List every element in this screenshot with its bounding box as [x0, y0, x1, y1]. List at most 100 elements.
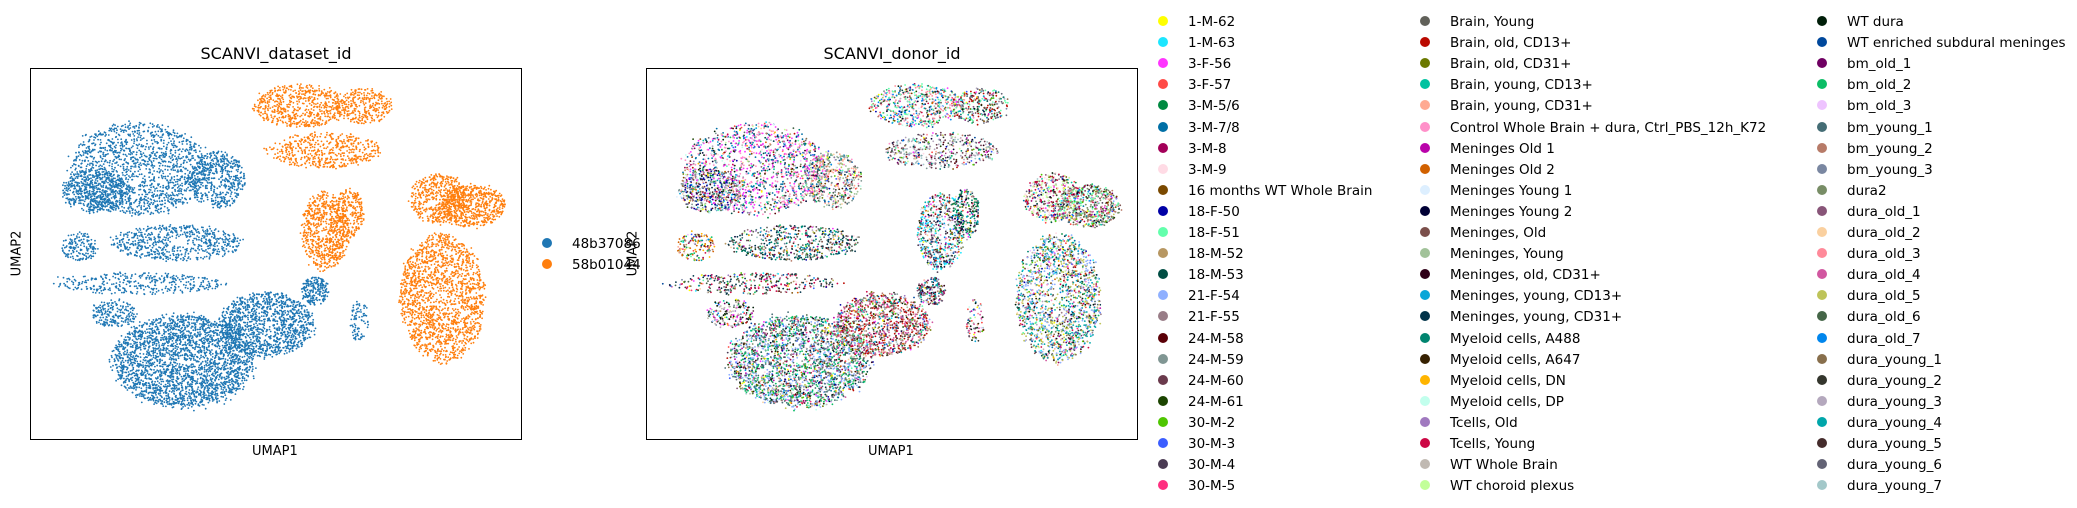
scatter-point	[177, 346, 180, 348]
scatter-point	[136, 291, 139, 293]
scatter-point	[142, 152, 145, 154]
scatter-point	[207, 174, 209, 176]
scatter-point	[120, 249, 122, 252]
scatter-point	[121, 183, 124, 186]
scatter-point	[160, 147, 163, 150]
scatter-point	[168, 229, 171, 231]
scatter-point	[155, 287, 158, 290]
scatter-point	[212, 206, 215, 209]
scatter-point	[192, 347, 195, 349]
scatter-point	[120, 231, 122, 234]
scatter-point	[219, 170, 222, 173]
scatter-point	[112, 239, 115, 241]
scatter-point	[158, 200, 161, 203]
scatter-point	[135, 389, 137, 391]
scatter-point	[182, 246, 185, 249]
scatter-point	[108, 176, 110, 179]
scatter-point	[180, 253, 183, 256]
scatter-point	[213, 185, 215, 187]
scatter-point	[121, 171, 124, 174]
scatter-point	[224, 185, 227, 188]
scatter-point	[140, 231, 142, 234]
scatter-point	[108, 179, 111, 181]
scatter-point	[228, 234, 231, 237]
scatter-point	[141, 241, 143, 243]
scatter-point	[122, 167, 125, 170]
scatter-point	[228, 175, 231, 178]
scatter-point	[168, 201, 171, 204]
scatter-point	[159, 170, 161, 173]
scatter-point	[102, 184, 105, 187]
scatter-point	[227, 367, 229, 370]
scatter-point	[117, 378, 119, 381]
scatter-point	[157, 341, 160, 344]
scatter-point	[153, 170, 155, 172]
scatter-point	[123, 287, 126, 290]
scatter-point	[77, 164, 80, 167]
scatter-point	[243, 377, 246, 380]
scatter-point	[70, 234, 73, 237]
scatter-point	[177, 185, 180, 188]
scatter-point	[111, 170, 114, 173]
scatter-point	[173, 288, 176, 291]
scatter-point	[200, 281, 203, 284]
scatter-point	[61, 247, 64, 250]
scatter-point	[224, 183, 226, 186]
scatter-point	[167, 209, 170, 212]
scatter-point	[131, 243, 134, 245]
scatter-point	[218, 242, 220, 245]
scatter-point	[130, 156, 133, 159]
scatter-point	[225, 282, 228, 285]
scatter-point	[214, 391, 217, 393]
scatter-point	[200, 156, 203, 158]
scatter-point	[84, 279, 87, 282]
scatter-point	[154, 157, 156, 160]
scatter-point	[169, 179, 172, 181]
scatter-point	[127, 169, 130, 171]
scatter-point	[93, 148, 96, 151]
scatter-point	[177, 157, 180, 159]
scatter-point	[216, 245, 219, 247]
scatter-point	[206, 196, 209, 199]
scatter-point	[73, 187, 75, 190]
scatter-point	[75, 151, 77, 154]
scatter-point	[113, 145, 116, 148]
scatter-point	[195, 238, 198, 241]
scatter-point	[180, 384, 183, 387]
scatter-point	[234, 237, 237, 240]
scatter-point	[163, 139, 165, 142]
scatter-point	[186, 202, 189, 204]
scatter-point	[236, 237, 239, 240]
scatter-point	[234, 163, 237, 166]
scatter-point	[121, 241, 124, 243]
scatter-point	[164, 255, 167, 258]
scatter-point	[164, 186, 167, 189]
scatter-point	[151, 194, 153, 197]
scatter-point	[186, 399, 189, 402]
scatter-point	[180, 316, 182, 318]
scatter-point	[78, 258, 81, 261]
scatter-point	[171, 201, 173, 204]
scatter-point	[165, 236, 168, 239]
scatter-point	[211, 352, 214, 355]
scatter-point	[198, 177, 201, 180]
scatter-point	[207, 368, 209, 371]
scatter-point	[140, 199, 143, 202]
scatter-point	[109, 307, 112, 309]
scatter-point	[150, 287, 153, 290]
scatter-point	[144, 160, 147, 163]
scatter-point	[140, 248, 142, 251]
scatter-point	[99, 183, 102, 185]
scatter-point	[106, 177, 109, 180]
scatter-point	[186, 169, 189, 172]
scatter-point	[84, 198, 87, 201]
scatter-point	[72, 251, 75, 254]
scatter-point	[187, 256, 190, 258]
scatter-point	[144, 272, 146, 274]
scatter-point	[135, 370, 137, 373]
scatter-point	[159, 378, 162, 380]
scatter-point	[169, 240, 172, 243]
scatter-point	[116, 175, 119, 178]
scatter-point	[167, 258, 170, 261]
scatter-point	[226, 165, 228, 168]
